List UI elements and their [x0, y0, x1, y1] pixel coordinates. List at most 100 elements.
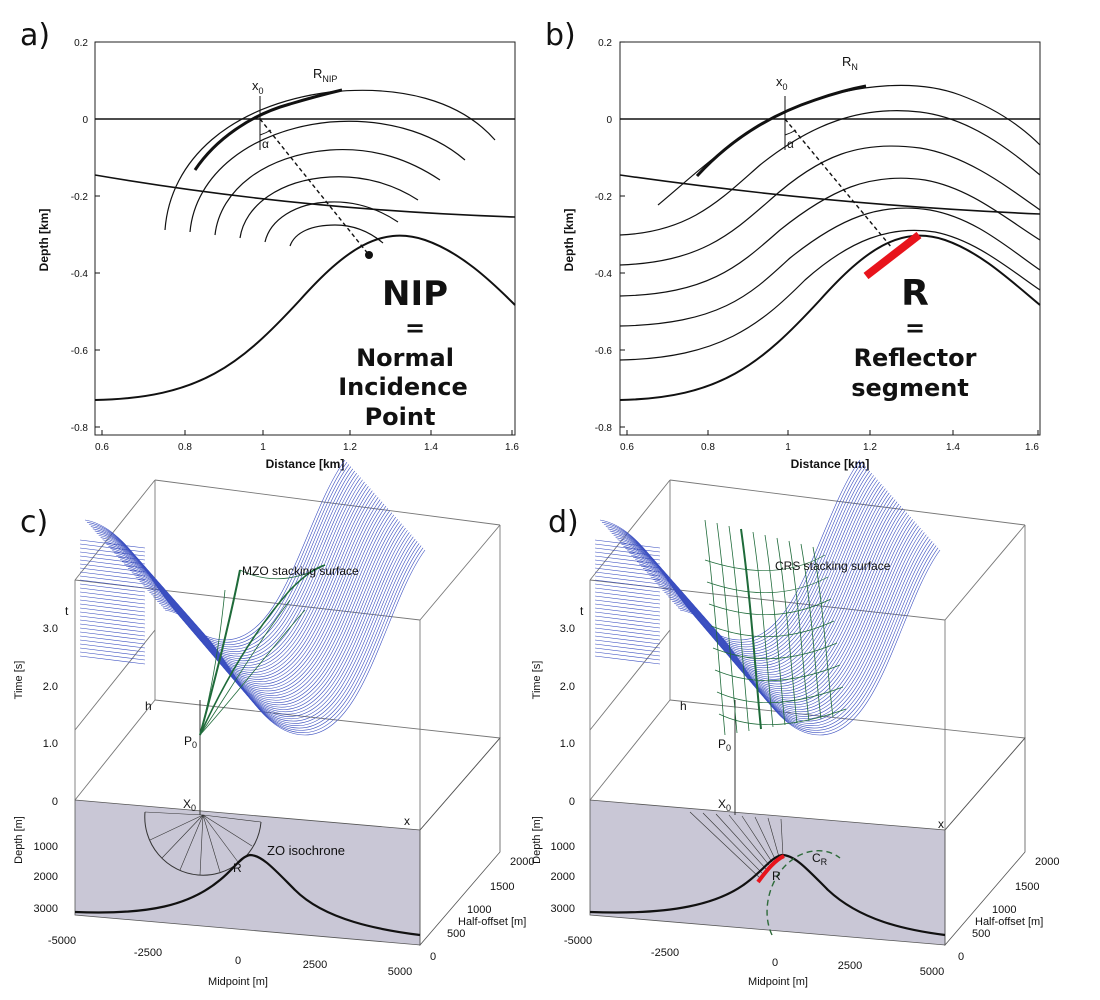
- trace-wiggle: [594, 551, 661, 561]
- trace-line: [122, 501, 383, 685]
- panel-c-midpoint-tick: -2500: [134, 947, 162, 959]
- trace-wiggle: [79, 559, 146, 569]
- trace-wiggle: [594, 603, 661, 613]
- trace-line: [100, 477, 361, 659]
- panel-b-plot: 0.2 0 -0.2 -0.4 -0.6 -0.8 0.6 0.8 1 1.2 …: [562, 38, 1041, 471]
- trace-line: [609, 470, 870, 652]
- trace-line: [90, 466, 352, 648]
- panel-d-t-axis: t: [580, 604, 584, 618]
- trace-wiggle: [594, 587, 661, 597]
- trace-line: [88, 464, 350, 645]
- trace-line: [106, 483, 367, 666]
- panel-a-normal-ray: [259, 118, 370, 256]
- panel-c-halfoffset-label: Half-offset [m]: [458, 916, 526, 928]
- panel-d-time-tick: 3.0: [560, 623, 575, 635]
- panel-a-xtick: 0.8: [178, 442, 192, 453]
- panel-d-traces: [594, 459, 941, 736]
- trace-line: [660, 527, 921, 713]
- trace-wiggle: [594, 635, 661, 645]
- panel-d-curvature-circle: [766, 850, 841, 936]
- trace-line: [155, 538, 416, 724]
- panel-c-halfoffset-tick: 1500: [490, 881, 514, 893]
- trace-line: [617, 479, 878, 662]
- crs-surface-line: [716, 522, 738, 734]
- panel-d-depth-tick: 1000: [551, 841, 575, 853]
- panel-d-p0-label: P0: [718, 737, 731, 753]
- crs-surface-line: [812, 546, 834, 718]
- panel-a-big-title: NIP: [382, 274, 448, 314]
- trace-line: [164, 549, 426, 736]
- trace-wiggle: [79, 623, 146, 633]
- panel-c-x0-label: X0: [183, 797, 196, 813]
- panel-d-time-label: Time [s]: [531, 661, 543, 700]
- trace-wiggle: [594, 623, 661, 633]
- trace-line: [627, 490, 888, 673]
- trace-line: [151, 534, 412, 720]
- trace-wiggle: [594, 611, 661, 621]
- trace-wiggle: [79, 651, 146, 661]
- trace-wiggle: [79, 587, 146, 597]
- trace-line: [159, 543, 420, 729]
- trace-line: [650, 516, 911, 701]
- trace-line: [674, 543, 935, 729]
- crs-surface-line: [800, 543, 822, 720]
- trace-line: [646, 512, 908, 696]
- trace-line: [672, 541, 933, 727]
- trace-line: [94, 470, 355, 652]
- trace-wiggle: [79, 579, 146, 589]
- crs-surface-line: [704, 554, 826, 571]
- trace-line: [104, 481, 365, 664]
- panel-a-rnip-label: RNIP: [313, 66, 337, 84]
- panel-b-xtick: 0.8: [701, 442, 715, 453]
- panel-d-midpoint-tick: 2500: [838, 960, 862, 972]
- panel-a-nip-point: [365, 251, 373, 259]
- trace-wiggle: [79, 655, 146, 665]
- trace-line: [108, 486, 369, 669]
- trace-line: [112, 490, 373, 673]
- panel-c-halfoffset-tick: 500: [447, 928, 465, 940]
- crs-surface-line: [716, 686, 844, 703]
- panel-b-ytick: -0.2: [595, 192, 613, 203]
- panel-a-xtick: 1: [260, 442, 266, 453]
- trace-line: [625, 488, 886, 671]
- crs-surface-line: [776, 537, 798, 724]
- trace-line: [603, 464, 865, 645]
- panel-c-plot: MZO stacking surface ZO isochrone t h x …: [13, 459, 534, 988]
- panel-d-midpoint-label: Midpoint [m]: [748, 976, 808, 988]
- panel-c-midpoint-tick: 0: [235, 955, 241, 967]
- panel-b-label: b): [545, 18, 576, 53]
- panel-b-x0-label: x0: [776, 74, 788, 92]
- panel-c-traces: [79, 459, 426, 736]
- crs-surface-line: [704, 519, 726, 736]
- panel-d-halfoffset-tick: 500: [972, 928, 990, 940]
- panel-b-xtick: 1.4: [946, 442, 960, 453]
- panel-c-depth-tick: 3000: [34, 903, 58, 915]
- panel-b-reflector: [619, 234, 1041, 401]
- crs-surface-line: [718, 708, 847, 725]
- trace-line: [153, 536, 414, 722]
- panel-d-x-axis: x: [938, 817, 944, 831]
- panel-a-frame: [94, 41, 516, 436]
- trace-wiggle: [79, 619, 146, 629]
- panel-c-time-tick: 1.0: [43, 738, 58, 750]
- trace-wiggle: [79, 567, 146, 577]
- panel-b-xlabel: Distance [km]: [791, 457, 870, 471]
- crs-surface-line: [712, 642, 838, 659]
- panel-c-mzo-surface: [199, 564, 326, 736]
- panel-d-depth-tick: 3000: [551, 903, 575, 915]
- panel-c-depth-label: Depth [m]: [13, 816, 25, 864]
- panel-b-reflector-segment: [863, 231, 922, 280]
- trace-line: [149, 532, 410, 717]
- panel-d-midpoint-tick: -2500: [651, 947, 679, 959]
- panel-a-rnip-segment: [193, 88, 343, 171]
- trace-line: [635, 499, 896, 683]
- trace-wiggle: [79, 583, 146, 593]
- panel-d-x0-label: X0: [718, 797, 731, 813]
- trace-line: [638, 503, 900, 687]
- panel-a-ytick: -0.4: [71, 269, 89, 280]
- panel-a-alpha-label: α: [262, 137, 269, 151]
- panel-a-ytick: -0.6: [71, 346, 89, 357]
- trace-line: [116, 494, 377, 678]
- panel-c-label: c): [20, 505, 49, 540]
- panel-a-wavefronts: [164, 89, 496, 247]
